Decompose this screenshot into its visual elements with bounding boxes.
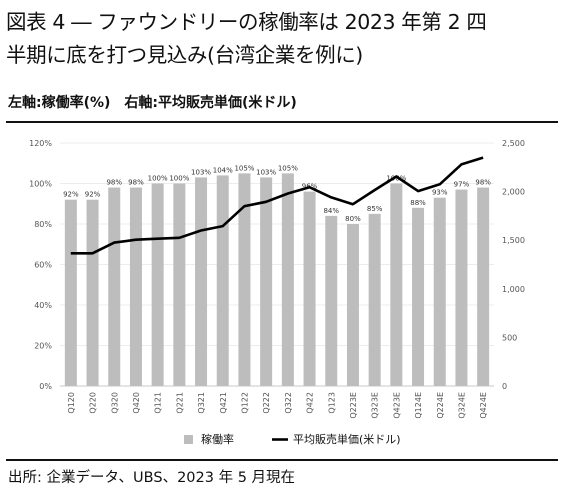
figure-title: 図表 4 ― ファウンドリーの稼働率は 2023 年第 2 四 半期に底を打つ見… — [6, 6, 558, 72]
x-axis-tick-label: Q224E — [436, 392, 445, 419]
bar — [64, 199, 77, 386]
right-axis-tick-label: 2,500 — [502, 139, 525, 148]
bar — [455, 189, 468, 386]
left-axis-tick-label: 100% — [29, 180, 52, 189]
bar-data-label: 103% — [191, 168, 211, 176]
bar-data-label: 100% — [169, 175, 189, 183]
bar-data-label: 93% — [432, 189, 448, 197]
bar — [303, 191, 316, 386]
x-axis-tick-label: Q223E — [349, 392, 358, 419]
bar — [281, 173, 294, 386]
bar-data-label: 105% — [278, 164, 298, 172]
x-axis-tick-label: Q422 — [306, 392, 315, 414]
bar-data-label: 100% — [386, 175, 406, 183]
legend-label-asp: 平均販売単価(米ドル) — [293, 432, 401, 446]
bar-data-label: 97% — [454, 181, 470, 189]
bar-data-label: 92% — [85, 191, 101, 199]
bar-data-label: 105% — [234, 164, 254, 172]
asp-line-series — [70, 156, 484, 255]
x-axis-tick-label: Q420 — [132, 392, 141, 414]
bar — [238, 173, 251, 386]
bar-data-label: 80% — [345, 215, 361, 223]
top-rule — [6, 121, 558, 123]
right-axis-tick-label: 500 — [502, 333, 517, 342]
left-axis-tick-label: 120% — [29, 139, 52, 148]
bar — [216, 175, 229, 386]
right-axis-tick-label: 1,500 — [502, 236, 525, 245]
right-axis-tick-label: 1,000 — [502, 285, 525, 294]
x-axis-tick-label: Q424E — [479, 392, 488, 419]
bar-data-label: 98% — [475, 179, 491, 187]
x-axis-tick-label: Q324E — [457, 392, 466, 419]
x-axis-tick-label: Q123 — [327, 392, 336, 414]
bar — [260, 177, 273, 386]
legend-swatch-bar — [184, 435, 193, 444]
bar-data-label: 104% — [213, 166, 233, 174]
legend-label-utilization: 稼働率 — [201, 432, 234, 446]
x-axis-tick-label: Q220 — [89, 392, 98, 414]
bar — [151, 183, 164, 386]
source-note: 出所: 企業データ、UBS、2023 年 5 月現在 — [8, 470, 296, 486]
bar-data-label: 100% — [148, 175, 168, 183]
bar — [129, 187, 142, 386]
bar — [325, 215, 338, 386]
bar — [86, 199, 99, 386]
bar — [346, 224, 359, 386]
bar-data-label: 88% — [410, 199, 426, 207]
bar-data-label: 85% — [367, 205, 383, 213]
bar-data-label: 84% — [323, 207, 339, 215]
x-axis-tick-label: Q120 — [67, 392, 76, 414]
bar-data-label: 98% — [106, 179, 122, 187]
left-axis-tick-label: 0% — [39, 382, 52, 391]
x-axis-tick-label: Q122 — [240, 392, 249, 414]
x-axis-tick-label: Q121 — [154, 392, 163, 414]
bar-data-label: 103% — [256, 168, 276, 176]
axis-note: 左軸:稼働率(%) 右軸:平均販売単価(米ドル) — [8, 95, 297, 111]
right-axis-tick-label: 2,000 — [502, 188, 525, 197]
bar-data-label: 92% — [63, 191, 79, 199]
left-axis-tick-label: 20% — [34, 342, 52, 351]
bar — [108, 187, 121, 386]
figure-title-line-1: 図表 4 ― ファウンドリーの稼働率は 2023 年第 2 四 — [6, 10, 487, 34]
left-axis-tick-label: 60% — [34, 261, 52, 270]
bar — [477, 187, 490, 386]
left-axis-tick-label: 40% — [34, 301, 52, 310]
bar — [368, 213, 381, 386]
bar — [433, 197, 446, 386]
x-axis-tick-label: Q423E — [392, 392, 401, 419]
x-axis-tick-label: Q320 — [110, 392, 119, 414]
x-axis-tick-label: Q222 — [262, 392, 271, 414]
bottom-rule — [6, 459, 558, 461]
bar — [195, 177, 208, 386]
chart-svg: 0% 20% 40% 60% 80% 100% 120% 0 500 1,000 1,500 2,00… — [29, 139, 525, 446]
bar — [173, 183, 186, 386]
x-axis-tick-label: Q221 — [175, 392, 184, 414]
x-axis-tick-label: Q323E — [371, 392, 380, 419]
bar — [390, 183, 403, 386]
x-axis-tick-label: Q421 — [219, 392, 228, 414]
right-axis-tick-label: 0 — [502, 382, 507, 391]
bar — [412, 207, 425, 386]
bar-data-label: 98% — [128, 179, 144, 187]
left-axis-tick-label: 80% — [34, 220, 52, 229]
x-axis-tick-label: Q124E — [414, 392, 423, 419]
x-axis-tick-label: Q321 — [197, 392, 206, 414]
x-axis-tick-label: Q322 — [284, 392, 293, 414]
figure-title-line-2: 半期に底を打つ見込み(台湾企業を例に) — [6, 43, 363, 67]
